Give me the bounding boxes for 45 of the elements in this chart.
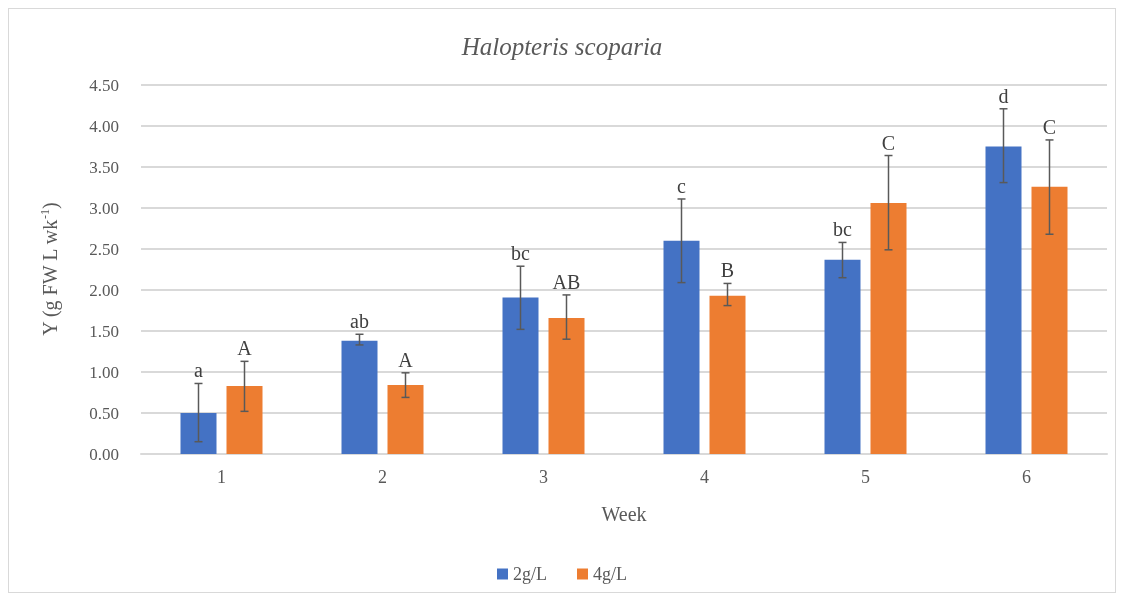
- y-tick-label: 1.00: [89, 362, 119, 382]
- legend-label: 2g/L: [513, 564, 547, 584]
- bar: [387, 385, 424, 454]
- data-label: AB: [552, 270, 581, 293]
- bar: [548, 317, 585, 454]
- bar: [824, 259, 861, 454]
- data-label: C: [881, 131, 896, 154]
- x-tick-label: 6: [1022, 467, 1031, 487]
- bar: [709, 295, 746, 454]
- bar: [985, 146, 1022, 454]
- chart-title: Halopteris scoparia: [460, 33, 663, 60]
- bar: [341, 340, 378, 454]
- data-label: bc: [511, 242, 531, 265]
- y-tick-label: 4.00: [89, 116, 119, 136]
- y-tick-label: 4.50: [89, 75, 119, 95]
- y-tick-label: 1.50: [89, 321, 119, 341]
- data-label: c: [677, 174, 687, 197]
- data-label: a: [194, 359, 204, 382]
- bar: [663, 240, 700, 454]
- y-tick-label: 2.00: [89, 280, 119, 300]
- data-label: A: [398, 348, 414, 371]
- data-label: ab: [350, 310, 369, 333]
- y-tick-label: 3.50: [89, 157, 119, 177]
- x-tick-label: 1: [217, 467, 226, 487]
- bar: [1031, 186, 1068, 454]
- x-tick-label: 5: [861, 467, 870, 487]
- data-label: B: [720, 259, 735, 282]
- data-label: bc: [833, 218, 853, 241]
- y-tick-label: 3.00: [89, 198, 119, 218]
- data-label: d: [998, 84, 1009, 107]
- x-tick-label: 4: [700, 467, 709, 487]
- y-axis-title: Y (g FW L wk-1): [38, 202, 62, 336]
- bar: [870, 203, 907, 454]
- legend-label: 4g/L: [593, 564, 627, 584]
- bar: [226, 385, 263, 454]
- y-tick-label: 2.50: [89, 239, 119, 259]
- bar: [502, 297, 539, 454]
- data-label: A: [237, 337, 253, 360]
- x-axis-title: Week: [601, 503, 647, 525]
- y-tick-label: 0.00: [89, 444, 119, 464]
- data-label: C: [1042, 115, 1057, 138]
- x-tick-label: 3: [539, 467, 548, 487]
- x-tick-label: 2: [378, 467, 387, 487]
- bar: [180, 413, 217, 454]
- y-tick-label: 0.50: [89, 403, 119, 423]
